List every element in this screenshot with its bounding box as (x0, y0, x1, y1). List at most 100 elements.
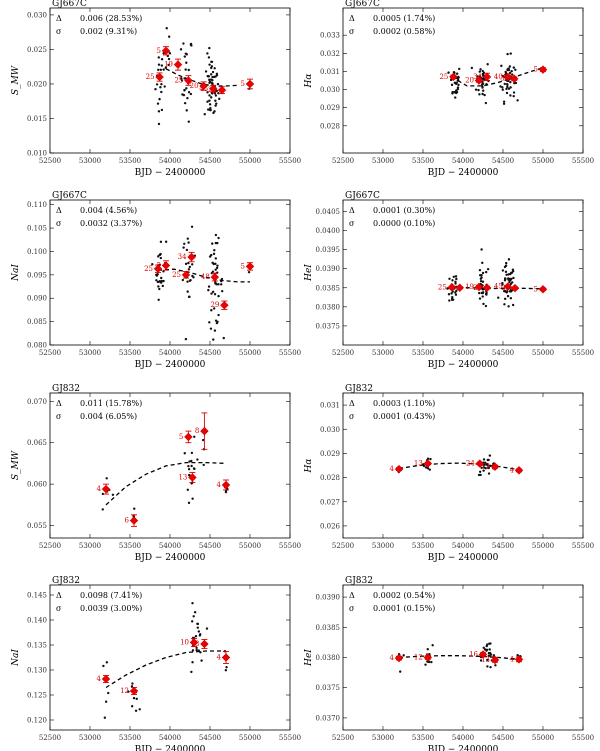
data-point (197, 630, 201, 633)
binned-point (199, 81, 208, 91)
data-point (505, 91, 509, 95)
sigma-value: 0.0002 (0.58%) (373, 27, 435, 36)
data-point (160, 58, 164, 61)
data-point (208, 99, 211, 102)
binned-point (187, 252, 196, 262)
data-point (509, 86, 512, 89)
data-point (430, 660, 433, 664)
data-point (157, 298, 160, 301)
data-point (188, 279, 192, 283)
bin-count-label: 25 (439, 73, 448, 81)
y-tick-label: 0.020 (27, 80, 47, 88)
sigma-symbol: σ (349, 412, 355, 421)
bin-count-label: 19 (465, 283, 474, 291)
data-point (183, 452, 186, 455)
bin-count-label: 25 (473, 284, 482, 292)
data-point (492, 654, 496, 657)
x-tick-label: 55000 (532, 542, 554, 550)
scatter-points (151, 225, 252, 341)
binned-points: 4 13 24 13 4 (390, 459, 524, 475)
data-point (191, 649, 195, 652)
data-point (187, 467, 191, 471)
data-point (190, 670, 193, 674)
data-point (502, 102, 506, 105)
data-point (157, 63, 161, 66)
x-tick-label: 55000 (239, 157, 261, 165)
binned-point (155, 72, 164, 82)
y-tick-label: 0.100 (27, 248, 47, 256)
panel-4: 52500 53000 53500 54000 54500 55000 55500 0.037… (304, 191, 594, 370)
data-point (160, 90, 163, 94)
data-point (208, 63, 211, 66)
data-point (224, 668, 228, 672)
data-point (503, 277, 507, 280)
delta-symbol: Δ (56, 206, 62, 215)
y-tick-label: 0.0385 (316, 284, 341, 292)
data-point (204, 70, 208, 73)
data-point (215, 321, 219, 325)
data-point (502, 100, 506, 103)
data-point (508, 280, 511, 284)
binned-point (221, 653, 231, 662)
bin-count-label: 25 (144, 265, 153, 273)
data-point (215, 283, 218, 286)
data-point (187, 90, 191, 94)
data-point (157, 110, 161, 113)
data-point (481, 280, 485, 283)
data-point (516, 99, 519, 102)
x-axis-label: BJD − 2400000 (428, 553, 499, 563)
data-point (505, 261, 508, 265)
y-tick-label: 0.029 (320, 104, 340, 112)
bin-count-label: 25 (438, 283, 447, 291)
data-point (194, 635, 198, 638)
x-axis-label: BJD − 2400000 (135, 168, 206, 178)
y-tick-label: 0.0380 (316, 654, 341, 662)
x-tick-label: 53500 (412, 349, 434, 357)
binned-point (509, 74, 519, 83)
data-point (184, 52, 188, 55)
data-point (102, 664, 105, 668)
y-tick-label: 0.028 (320, 474, 340, 482)
data-point (509, 94, 512, 97)
data-point (160, 281, 163, 284)
panel-5: 52500 53000 53500 54000 54500 55000 55500 0.055… (11, 384, 301, 563)
data-point (192, 276, 195, 279)
binned-point (129, 686, 139, 696)
delta-symbol: Δ (349, 14, 355, 23)
data-point (512, 66, 515, 69)
data-point (455, 277, 458, 281)
y-tick-label: 0.030 (320, 426, 340, 434)
sigma-value: 0.0032 (3.37%) (80, 219, 142, 228)
data-point (212, 111, 215, 115)
data-point (192, 615, 195, 618)
delta-symbol: Δ (349, 591, 355, 600)
x-tick-label: 54000 (452, 157, 474, 165)
data-point (479, 277, 483, 281)
x-tick-label: 52500 (332, 157, 354, 165)
x-tick-label: 55000 (239, 734, 261, 742)
data-point (209, 78, 213, 81)
data-point (513, 81, 516, 85)
panel-title: GJ667C (52, 191, 87, 201)
data-point (186, 488, 190, 491)
data-point (162, 279, 165, 283)
data-point (187, 464, 190, 468)
binned-point (478, 650, 488, 659)
data-point (480, 466, 483, 470)
data-point (190, 451, 194, 455)
data-point (507, 258, 511, 261)
data-point (132, 696, 136, 700)
data-point (214, 281, 217, 284)
data-point (482, 458, 486, 461)
data-point (198, 634, 202, 637)
data-point (156, 280, 160, 284)
x-tick-label: 55000 (239, 542, 261, 550)
delta-value: 0.0098 (7.41%) (80, 591, 142, 600)
data-point (482, 469, 485, 472)
data-point (202, 463, 205, 467)
data-point (486, 665, 489, 668)
data-point (208, 94, 211, 97)
data-point (486, 658, 489, 662)
sigma-value: 0.0001 (0.15%) (373, 604, 435, 613)
